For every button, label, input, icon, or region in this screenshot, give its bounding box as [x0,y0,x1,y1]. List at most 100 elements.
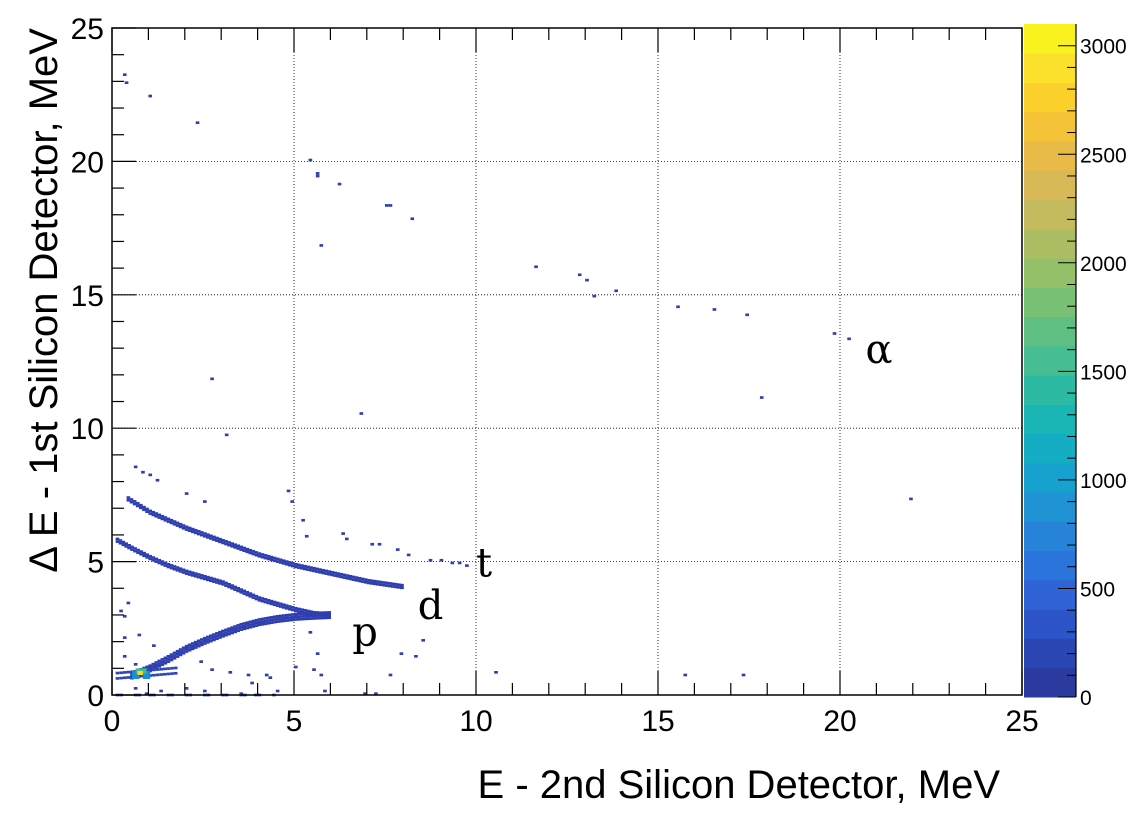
heatmap-cell [169,564,174,567]
heatmap-cell [309,568,313,572]
heatmap-cell [324,611,328,615]
heatmap-cell [124,81,129,85]
heatmap-cell [199,638,204,641]
heatmap-cell [263,619,268,623]
heatmap-cell [246,673,251,677]
heatmap-cell [275,620,280,623]
heatmap-cell [181,524,186,527]
heatmap-cell [309,612,313,616]
heatmap-cell [257,596,262,599]
heatmap-cell [339,575,344,579]
heatmap-cell [318,570,322,574]
heatmap-cell [239,545,244,549]
heatmap-cell [321,568,325,572]
heatmap-cell [290,606,295,609]
heatmap-cell [284,613,289,617]
heatmap-cell [139,503,143,507]
heatmap-cell [151,556,156,559]
heatmap-cell [212,638,216,642]
heatmap-cell [290,500,294,503]
heatmap-cell [397,583,401,587]
heatmap-cell [260,620,265,623]
heatmap-cell [366,578,371,582]
heatmap-cell [115,671,120,675]
heatmap-cell [233,546,237,549]
heatmap-cell [300,566,304,570]
heatmap-cell [218,636,222,639]
heatmap-cell [166,517,171,521]
heatmap-cell [175,649,180,653]
heatmap-cell [315,570,319,573]
y-axis-ticks: 0 5 10 15 20 25 [71,13,136,713]
heatmap-cell [145,510,149,514]
heatmap-cell [151,513,156,517]
heatmap-cell [233,630,237,634]
heatmap-cell [193,528,198,532]
heatmap-cell [172,654,177,657]
heatmap-cell [122,654,127,658]
heatmap-cell [327,572,332,576]
heatmap-cell [242,622,247,625]
colorbar-segment [1024,82,1076,113]
heatmap-cell [242,624,247,628]
heatmap-cell [157,513,162,517]
heatmap-cell [312,668,316,671]
heatmap-cell [257,552,262,555]
heatmap-cell [187,570,192,574]
heatmap-cell [327,612,332,615]
heatmap-cell [224,628,228,632]
heatmap-cell [339,572,344,576]
heatmap-cell [228,670,233,674]
heatmap-cell [683,673,688,677]
heatmap-cell [133,549,137,553]
heatmap-cell [272,618,277,621]
heatmap-cell [175,521,180,525]
heatmap-cell [196,575,201,579]
heatmap-cell [130,674,134,677]
heatmap-cell [132,502,137,506]
heatmap-cell [324,616,328,620]
heatmap-cell [187,573,192,576]
heatmap-cell [199,660,203,663]
heatmap-cell [375,582,380,586]
heatmap-cell [130,670,134,674]
heatmap-cell [318,616,322,620]
heatmap-cell [315,567,319,571]
heatmap-cell [414,654,418,658]
heatmap-cell [178,653,183,657]
heatmap-cell [144,692,149,695]
heatmap-cell [122,73,127,77]
heatmap-cell [160,514,165,518]
heatmap-cell [190,527,195,531]
heatmap-cell [254,618,259,622]
heatmap-cell [294,562,298,566]
heatmap-cell [152,673,156,677]
heatmap-cell [321,611,325,615]
heatmap-cell [354,576,359,579]
annotation-0: α [865,327,892,373]
heatmap-cell [324,569,328,573]
heatmap-cell [242,549,247,553]
y-axis-title: Δ E - 1st Silicon Detector, MeV [22,28,66,573]
heatmap-cell [133,662,138,666]
heatmap-cell [184,569,189,573]
heatmap-cell [287,613,292,617]
heatmap-cell [181,646,186,650]
colorbar-segment [1024,199,1076,230]
heatmap-cell [278,619,283,623]
heatmap-cell [172,656,177,660]
heatmap-cell [239,628,244,631]
heatmap-cell [166,565,171,569]
heatmap-cell [342,573,347,577]
heatmap-cell [375,580,380,583]
heatmap-cell [321,571,325,575]
heatmap-cell [224,542,228,546]
heatmap-cell [181,649,186,652]
heatmap-cell [118,541,123,545]
heatmap-cell [160,517,165,521]
heatmap-cell [909,497,913,501]
colorbar-label-3: 1500 [1080,361,1127,384]
heatmap-cell [163,564,168,567]
heatmap-cell [142,551,146,555]
heatmap-cell [166,562,171,566]
